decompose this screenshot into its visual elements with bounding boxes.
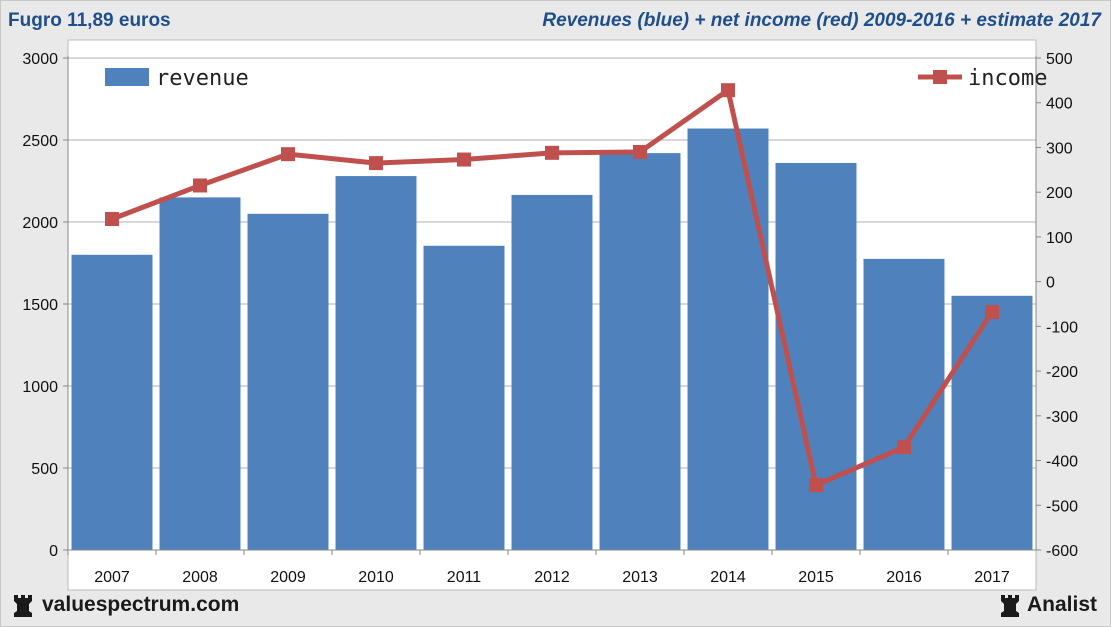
income-marker (545, 145, 559, 160)
revenue-bar (423, 245, 505, 550)
footer-brand-name: Analist (1026, 593, 1097, 616)
x-axis-tick-label: 2015 (798, 569, 834, 586)
revenue-bar (159, 197, 241, 550)
right-axis-tick-label: 100 (1046, 230, 1073, 247)
legend-income-marker (933, 70, 947, 84)
legend-income-label: income (968, 66, 1047, 91)
revenue-bar (247, 213, 329, 551)
x-axis-tick-label: 2012 (534, 569, 570, 586)
x-axis-tick-label: 2010 (358, 569, 394, 586)
right-axis-tick-label: 300 (1046, 140, 1073, 157)
income-marker (809, 478, 823, 493)
income-marker (457, 152, 471, 167)
x-axis-tick-label: 2008 (182, 569, 218, 586)
revenue-bar (687, 128, 769, 550)
left-axis-tick-label: 3000 (22, 51, 58, 68)
chess-rook-icon (1000, 595, 1019, 617)
income-marker (193, 178, 207, 193)
left-axis-tick-label: 1500 (22, 297, 58, 314)
income-marker (281, 147, 295, 162)
stock-price-title: Fugro 11,89 euros (8, 10, 171, 31)
legend: revenue income (105, 66, 1047, 91)
left-axis-tick-label: 2000 (22, 215, 58, 232)
income-marker (105, 212, 119, 227)
chart-title: Revenues (blue) + net income (red) 2009-… (542, 10, 1101, 31)
right-axis-tick-label: -100 (1046, 319, 1078, 336)
right-axis-tick-label: -200 (1046, 364, 1078, 381)
income-marker (897, 440, 911, 455)
valuespectrum-logo[interactable]: valuespectrum.com (12, 593, 239, 617)
income-marker (721, 83, 735, 98)
income-line-group (105, 83, 999, 493)
analist-logo[interactable]: Analist (999, 593, 1097, 617)
left-axis-tick-label: 1000 (22, 379, 58, 396)
x-axis-tick-label: 2017 (974, 569, 1010, 586)
x-axis-tick-label: 2014 (710, 569, 746, 586)
income-marker (369, 156, 383, 171)
x-axis-tick-label: 2007 (94, 569, 130, 586)
x-axis-tick-label: 2016 (886, 569, 922, 586)
revenue-bar (335, 176, 417, 550)
right-axis-tick-label: -600 (1046, 543, 1078, 560)
left-axis-tick-label: 2500 (22, 133, 58, 150)
income-marker (985, 305, 999, 320)
x-axis-tick-label: 2009 (270, 569, 306, 586)
revenue-bar (599, 153, 681, 550)
right-axis-tick-label: 400 (1046, 96, 1073, 113)
chess-rook-icon (14, 595, 32, 617)
revenue-bar (71, 254, 153, 551)
right-axis-tick-label: -500 (1046, 498, 1078, 515)
legend-revenue-swatch (105, 68, 149, 86)
right-axis-tick-label: 0 (1046, 275, 1055, 292)
income-marker (633, 144, 647, 159)
left-axis-tick-label: 0 (49, 543, 58, 560)
right-axis-tick-label: -400 (1046, 454, 1078, 471)
footer-site-name: valuespectrum.com (42, 593, 240, 616)
right-axis-tick-label: 500 (1046, 51, 1073, 68)
revenue-bar (951, 295, 1033, 550)
legend-revenue-label: revenue (156, 66, 249, 91)
left-axis-tick-label: 500 (31, 461, 58, 478)
x-axis-tick-label: 2011 (447, 569, 482, 586)
right-axis-tick-label: -300 (1046, 409, 1078, 426)
x-axis-tick-label: 2013 (622, 569, 658, 586)
revenue-bar (511, 194, 593, 550)
right-axis-tick-label: 200 (1046, 185, 1073, 202)
